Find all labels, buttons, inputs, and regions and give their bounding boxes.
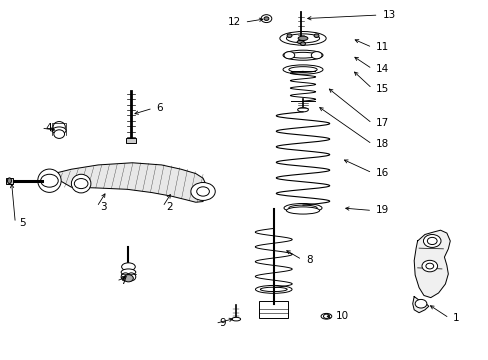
- Circle shape: [414, 300, 426, 308]
- Text: 16: 16: [375, 168, 388, 178]
- Text: 9: 9: [219, 319, 225, 328]
- Text: 5: 5: [19, 218, 26, 228]
- Ellipse shape: [255, 285, 291, 293]
- Ellipse shape: [284, 51, 294, 59]
- Ellipse shape: [38, 169, 61, 192]
- Ellipse shape: [231, 318, 240, 321]
- Text: 12: 12: [227, 17, 240, 27]
- Bar: [5, 178, 13, 184]
- Ellipse shape: [286, 207, 319, 214]
- Text: 4: 4: [45, 123, 52, 133]
- Text: 15: 15: [375, 84, 388, 94]
- Circle shape: [286, 34, 291, 37]
- Text: 13: 13: [382, 10, 395, 20]
- Ellipse shape: [297, 108, 308, 112]
- Ellipse shape: [279, 32, 325, 45]
- Ellipse shape: [121, 269, 136, 275]
- Text: 2: 2: [166, 202, 173, 212]
- Ellipse shape: [71, 174, 91, 193]
- Text: 1: 1: [452, 313, 459, 323]
- Polygon shape: [49, 163, 205, 202]
- Circle shape: [190, 183, 215, 201]
- Ellipse shape: [283, 50, 323, 60]
- Ellipse shape: [52, 127, 66, 134]
- Text: 7: 7: [120, 276, 126, 286]
- Ellipse shape: [284, 203, 322, 212]
- Text: 17: 17: [375, 118, 388, 128]
- Ellipse shape: [297, 40, 304, 44]
- Ellipse shape: [283, 65, 323, 74]
- Text: 11: 11: [375, 42, 388, 52]
- Text: 19: 19: [375, 206, 388, 216]
- Circle shape: [123, 275, 133, 282]
- Text: 8: 8: [305, 255, 312, 265]
- Ellipse shape: [311, 51, 322, 59]
- Circle shape: [423, 234, 440, 247]
- Circle shape: [264, 17, 268, 21]
- Text: 18: 18: [375, 139, 388, 149]
- Ellipse shape: [321, 314, 331, 319]
- Text: 6: 6: [157, 103, 163, 113]
- Circle shape: [421, 260, 437, 272]
- Circle shape: [300, 42, 305, 45]
- Polygon shape: [412, 297, 428, 313]
- Ellipse shape: [298, 36, 307, 41]
- Ellipse shape: [53, 122, 65, 132]
- Text: 10: 10: [335, 311, 348, 321]
- Ellipse shape: [127, 273, 136, 281]
- Ellipse shape: [7, 178, 11, 184]
- Ellipse shape: [122, 263, 135, 271]
- Ellipse shape: [54, 130, 64, 138]
- Polygon shape: [413, 230, 449, 298]
- Circle shape: [313, 34, 318, 37]
- Circle shape: [261, 15, 271, 23]
- Bar: [259, 301, 288, 318]
- Ellipse shape: [121, 273, 130, 281]
- Text: 3: 3: [101, 202, 107, 212]
- Text: 14: 14: [375, 64, 388, 74]
- Bar: [126, 138, 136, 143]
